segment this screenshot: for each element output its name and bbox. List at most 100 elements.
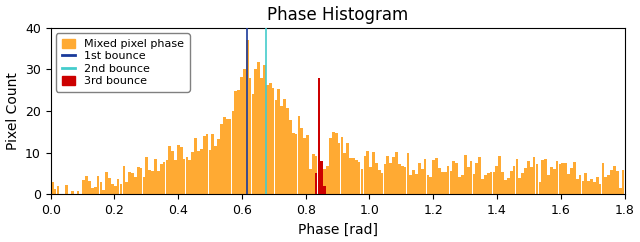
X-axis label: Phase [rad]: Phase [rad] — [298, 222, 378, 236]
Bar — [522, 173, 524, 194]
Bar — [441, 172, 444, 194]
Bar — [507, 178, 509, 194]
Bar — [418, 163, 420, 194]
Bar — [579, 175, 581, 194]
Bar — [541, 160, 544, 194]
Bar — [145, 157, 148, 194]
Bar — [495, 166, 498, 194]
Bar — [619, 188, 621, 194]
Bar — [280, 106, 283, 194]
Bar — [260, 77, 263, 194]
Bar — [513, 166, 515, 194]
Bar — [438, 168, 441, 194]
Bar — [530, 167, 532, 194]
Bar — [510, 171, 513, 194]
Legend: Mixed pixel phase, 1st bounce, 2nd bounce, 3rd bounce: Mixed pixel phase, 1st bounce, 2nd bounc… — [56, 33, 189, 92]
Bar — [467, 167, 470, 194]
Bar — [275, 100, 277, 194]
Bar — [151, 171, 154, 194]
Bar — [174, 160, 177, 194]
Bar — [326, 166, 329, 194]
Bar — [160, 164, 163, 194]
Bar — [317, 78, 321, 194]
Bar — [315, 157, 317, 194]
Bar — [292, 133, 294, 194]
Bar — [277, 89, 280, 194]
Bar — [65, 185, 68, 194]
Bar — [387, 156, 389, 194]
Bar — [120, 184, 122, 194]
Bar — [490, 172, 492, 194]
Bar — [369, 167, 372, 194]
Bar — [452, 160, 455, 194]
Bar — [527, 161, 530, 194]
Bar — [364, 156, 366, 194]
Bar — [481, 179, 484, 194]
Bar — [415, 174, 418, 194]
Bar — [538, 182, 541, 194]
Bar — [461, 175, 464, 194]
Bar — [194, 138, 197, 194]
Bar — [444, 172, 447, 194]
Bar — [607, 175, 610, 194]
Bar — [556, 161, 559, 194]
Bar — [94, 187, 97, 194]
Bar — [576, 179, 579, 194]
Bar — [321, 179, 323, 194]
Bar — [255, 69, 257, 194]
Bar — [504, 180, 507, 194]
Bar — [398, 164, 401, 194]
Bar — [309, 169, 312, 194]
Bar — [401, 166, 404, 194]
Bar — [211, 134, 214, 194]
Bar — [312, 154, 315, 194]
Bar — [406, 153, 409, 194]
Bar — [584, 173, 587, 194]
Bar — [263, 65, 266, 194]
Bar — [501, 172, 504, 194]
Bar — [389, 163, 392, 194]
Bar — [516, 159, 518, 194]
Bar — [88, 182, 91, 194]
Bar — [358, 162, 360, 194]
Bar — [102, 190, 105, 194]
Bar — [220, 124, 223, 194]
Bar — [177, 145, 180, 194]
Bar — [240, 77, 243, 194]
Bar — [106, 172, 108, 194]
Bar — [172, 151, 174, 194]
Bar — [111, 184, 114, 194]
Bar — [272, 88, 275, 194]
Bar — [544, 159, 547, 194]
Bar — [246, 40, 248, 194]
Bar — [573, 162, 575, 194]
Bar — [114, 186, 116, 194]
Bar — [298, 116, 300, 194]
Bar — [180, 147, 182, 194]
Bar — [223, 117, 226, 194]
Bar — [518, 178, 521, 194]
Bar — [613, 166, 616, 194]
Bar — [249, 78, 252, 194]
Bar — [493, 172, 495, 194]
Bar — [257, 61, 260, 194]
Bar — [134, 177, 137, 194]
Bar — [329, 138, 332, 194]
Bar — [243, 69, 246, 194]
Bar — [186, 157, 188, 194]
Y-axis label: Pixel Count: Pixel Count — [6, 72, 20, 150]
Bar — [375, 163, 378, 194]
Bar — [570, 168, 573, 194]
Bar — [228, 119, 232, 194]
Bar — [602, 164, 604, 194]
Bar — [599, 184, 602, 194]
Bar — [77, 191, 79, 194]
Bar — [464, 155, 467, 194]
Bar — [306, 135, 309, 194]
Bar — [183, 159, 186, 194]
Bar — [226, 119, 228, 194]
Bar — [209, 151, 211, 194]
Bar — [435, 158, 438, 194]
Bar — [484, 175, 487, 194]
Bar — [550, 167, 553, 194]
